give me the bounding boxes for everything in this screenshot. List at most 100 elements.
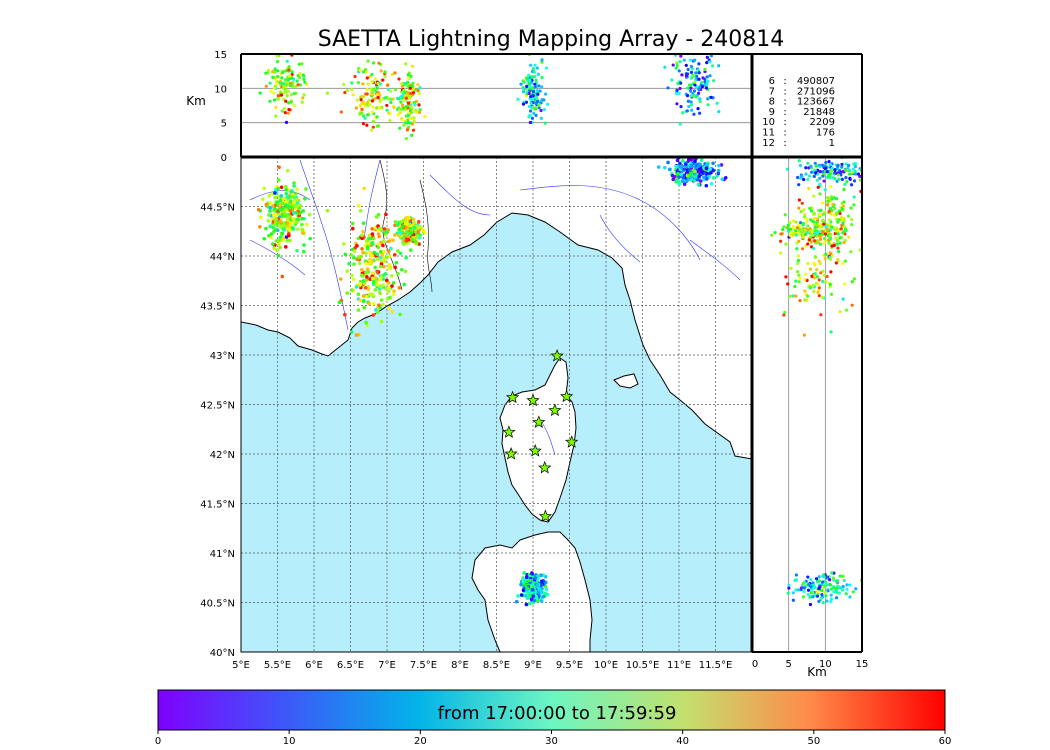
lightning-source-altitude: [715, 101, 719, 105]
lightning-source-altitude: [534, 102, 538, 106]
lightning-source-map: [378, 264, 383, 269]
lightning-source-map: [683, 162, 688, 166]
lightning-source-side: [803, 232, 807, 237]
lightning-source-map: [403, 269, 408, 274]
lightning-source-side: [801, 581, 806, 585]
lightning-source-altitude: [283, 111, 287, 115]
lightning-source-side: [797, 198, 802, 202]
lightning-source-side: [828, 251, 832, 255]
lightning-source-map: [380, 253, 385, 257]
lightning-source-side: [798, 276, 802, 280]
lightning-source-altitude: [678, 122, 682, 126]
lightning-source-map: [276, 194, 281, 198]
lightning-source-side: [802, 589, 806, 594]
lightning-source-map: [530, 587, 535, 592]
lightning-source-altitude: [522, 80, 526, 84]
lightning-source-altitude: [273, 46, 276, 49]
lightning-source-side: [848, 176, 852, 180]
lightning-source-side: [834, 596, 839, 600]
lightning-source-map: [376, 257, 380, 262]
lightning-source-map: [352, 255, 356, 260]
lightning-source-side: [842, 187, 846, 192]
lightning-source-side: [803, 228, 807, 232]
lightning-source-map: [381, 302, 385, 307]
lightning-source-side: [865, 584, 868, 587]
lon-tick-label: 11.5°E: [699, 660, 733, 671]
lat-tick-label: 41.5°N: [200, 500, 235, 511]
lightning-source-side: [829, 212, 833, 216]
lightning-source-map: [276, 242, 281, 247]
map-panel: 5°E 5.5°E 6°E 6.5°E 7°E 7.5°E 8°E 8.5°E 9°E 9.5°E…: [200, 156, 753, 671]
lightning-source-side: [848, 583, 852, 587]
lightning-source-map: [360, 233, 364, 238]
lightning-source-map: [300, 231, 305, 235]
lightning-source-altitude: [276, 69, 280, 73]
lightning-source-altitude: [689, 64, 693, 69]
lightning-source-side: [841, 297, 845, 301]
lightning-source-map: [704, 183, 709, 188]
lightning-source-side: [798, 298, 802, 303]
lightning-source-side: [827, 209, 831, 213]
lightning-source-side: [786, 226, 790, 231]
lon-tick-label: 5.5°E: [264, 660, 291, 671]
lightning-source-altitude: [417, 103, 421, 107]
lightning-source-side: [838, 310, 842, 314]
station-count-value: 176: [816, 128, 835, 139]
lon-tick-label: 5°E: [232, 660, 250, 671]
lightning-source-map: [383, 271, 388, 276]
lightning-source-map: [544, 587, 549, 592]
lightning-source-altitude: [301, 96, 305, 100]
lightning-source-side: [840, 165, 844, 169]
lightning-source-side: [795, 261, 800, 266]
lightning-source-map: [360, 246, 364, 251]
lightning-source-map: [302, 243, 306, 247]
lightning-source-map: [288, 208, 293, 213]
lightning-source-map: [361, 294, 366, 298]
lightning-source-side: [818, 242, 823, 246]
lightning-source-side: [812, 261, 816, 265]
lightning-source-map: [284, 187, 288, 192]
lightning-source-altitude: [663, 65, 667, 69]
lightning-source-altitude: [353, 74, 357, 79]
lightning-source-map: [387, 306, 391, 311]
lightning-source-side: [782, 225, 786, 229]
lightning-source-side: [794, 220, 798, 224]
side-km-ticks: 0 5 10 15: [752, 659, 869, 670]
lightning-source-map: [384, 212, 388, 217]
lightning-source-map: [359, 267, 364, 272]
lightning-source-map: [387, 296, 392, 300]
lightning-source-side: [831, 576, 835, 580]
lightning-source-altitude: [521, 87, 526, 91]
lightning-source-side: [849, 183, 854, 187]
lightning-source-map: [413, 239, 417, 243]
lightning-source-altitude: [418, 85, 422, 90]
lightning-source-altitude: [684, 63, 688, 67]
lightning-source-map: [416, 220, 421, 224]
lon-tick-label: 6.5°E: [337, 660, 364, 671]
lightning-source-side: [837, 209, 842, 213]
lightning-source-map: [362, 305, 367, 310]
lightning-source-side: [828, 163, 832, 167]
lightning-source-altitude: [539, 108, 543, 113]
lightning-source-side: [841, 584, 845, 589]
lightning-source-altitude: [544, 66, 549, 70]
lightning-source-altitude: [370, 99, 374, 103]
lightning-source-side: [809, 209, 814, 213]
lightning-source-map: [345, 291, 349, 295]
lightning-source-altitude: [670, 78, 674, 82]
lightning-source-altitude: [361, 82, 365, 86]
lightning-source-side: [797, 159, 801, 163]
lightning-source-map: [676, 171, 680, 176]
lightning-source-map: [259, 215, 263, 220]
lightning-source-map: [365, 294, 369, 299]
lightning-source-side: [833, 168, 837, 172]
lightning-source-map: [370, 259, 375, 263]
lma-station-star: [548, 403, 562, 417]
lightning-source-altitude: [697, 71, 701, 75]
lightning-source-side: [813, 168, 817, 172]
lightning-source-side: [821, 230, 825, 234]
lightning-source-side: [821, 269, 825, 273]
lightning-source-map: [272, 246, 276, 250]
lightning-source-map: [373, 288, 378, 292]
side-tick-label: 5: [785, 659, 791, 670]
